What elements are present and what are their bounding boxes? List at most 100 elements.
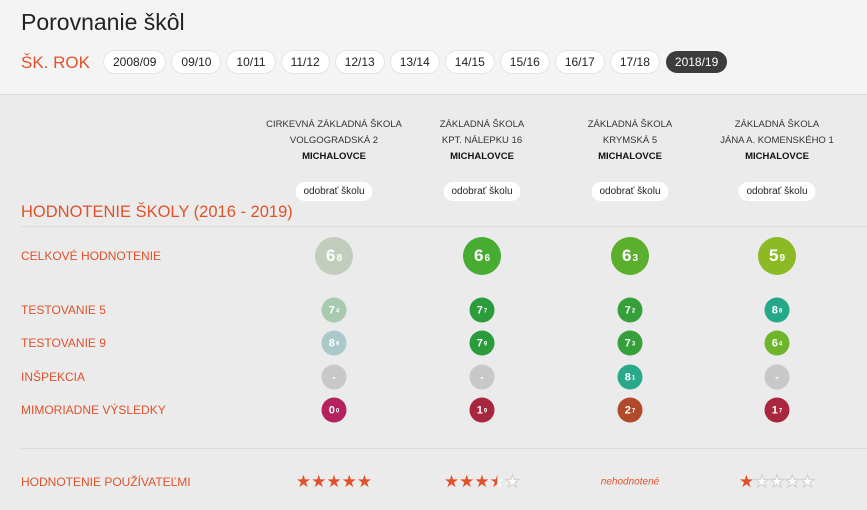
score-integer: 6 xyxy=(325,246,336,265)
score-integer: 7 xyxy=(328,304,335,316)
row-label: TESTOVANIE 9 xyxy=(21,336,106,350)
score-decimal: 8 xyxy=(778,308,783,315)
year-pill-2008-09[interactable]: 2008/09 xyxy=(104,51,166,73)
year-pill-2018-19[interactable]: 2018/19 xyxy=(665,51,728,73)
star-icon: ★ xyxy=(784,472,800,492)
score-decimal: 9 xyxy=(779,253,786,264)
year-pill-12-13[interactable]: 12/13 xyxy=(335,51,384,73)
score-integer: 6 xyxy=(771,337,778,349)
school-line2: KPT. NÁLEPKU 16 xyxy=(441,135,523,146)
remove-school-button[interactable]: odobrať školu xyxy=(738,182,816,201)
star-rating[interactable]: ★★★★★ xyxy=(738,472,816,492)
score-decimal: 7 xyxy=(631,408,636,415)
star-icon: ★ xyxy=(754,472,770,492)
star-icon: ★ xyxy=(443,472,460,491)
score-integer: 7 xyxy=(624,304,631,316)
school-line1: CIRKEVNÁ ZÁKLADNÁ ŠKOLA xyxy=(266,119,402,130)
score-decimal: 6 xyxy=(484,253,491,264)
score-integer: - xyxy=(332,371,336,383)
school-line2: KRYMSKÁ 5 xyxy=(602,135,658,146)
star-icon: ★ xyxy=(474,472,490,491)
page-title: Porovnanie škôl xyxy=(21,9,185,35)
school-town: MICHALOVCE xyxy=(302,151,366,162)
score-integer: - xyxy=(775,371,779,383)
school-header: ZÁKLADNÁ ŠKOLA KRYMSKÁ 5 MICHALOVCE xyxy=(545,117,715,165)
score-integer: 1 xyxy=(771,404,778,416)
divider xyxy=(21,226,867,227)
score-integer: 8 xyxy=(771,304,778,316)
score-integer: 6 xyxy=(473,246,484,265)
star-rating[interactable]: ★★★★★ xyxy=(296,472,372,492)
score-decimal: 3 xyxy=(631,341,636,348)
year-pill-11-12[interactable]: 11/12 xyxy=(281,51,329,73)
header-panel: Porovnanie škôl ŠK. ROK 2008/09 09/10 10/1… xyxy=(0,0,867,95)
divider xyxy=(21,448,867,449)
year-pill-15-16[interactable]: 15/16 xyxy=(500,51,549,73)
score-integer: 7 xyxy=(476,337,483,349)
score-badge: - xyxy=(764,364,790,390)
score-integer: 2 xyxy=(624,404,631,416)
row-label: TESTOVANIE 5 xyxy=(21,303,106,317)
star-icon: ★ xyxy=(799,472,816,492)
score-integer: 7 xyxy=(476,304,483,316)
remove-school-button[interactable]: odobrať školu xyxy=(591,182,669,201)
score-badge: - xyxy=(321,364,347,390)
score-decimal: 2 xyxy=(631,308,636,315)
score-decimal: 7 xyxy=(778,408,783,415)
score-decimal: 8 xyxy=(336,253,343,264)
year-pill-17-18[interactable]: 17/18 xyxy=(610,51,659,73)
school-line2: VOLGOGRADSKÁ 2 xyxy=(289,135,379,146)
year-pill-13-14[interactable]: 13/14 xyxy=(390,51,439,73)
year-pill-09-10[interactable]: 09/10 xyxy=(172,51,221,73)
school-town: MICHALOVCE xyxy=(598,151,662,162)
star-icon: ★ xyxy=(738,472,755,491)
score-decimal: 3 xyxy=(632,253,639,264)
school-header: ZÁKLADNÁ ŠKOLA JÁNA A. KOMENSKÉHO 1 MICHAL… xyxy=(692,117,862,165)
school-year-label: ŠK. ROK xyxy=(21,53,90,72)
school-line1: ZÁKLADNÁ ŠKOLA xyxy=(587,119,673,130)
user-rating-label: HODNOTENIE POUŽÍVATEĽMI xyxy=(21,475,191,489)
score-integer: 8 xyxy=(328,337,335,349)
row-label: CELKOVÉ HODNOTENIE xyxy=(21,249,162,263)
star-rating[interactable]: ★★★★★ xyxy=(443,472,521,492)
school-line1: ZÁKLADNÁ ŠKOLA xyxy=(439,119,525,130)
score-integer: 0 xyxy=(328,404,335,416)
score-decimal: 9 xyxy=(483,341,488,348)
score-decimal: 4 xyxy=(778,341,783,348)
score-decimal: 7 xyxy=(483,308,488,315)
not-rated-text: nehodnotené xyxy=(600,476,660,488)
school-line1: ZÁKLADNÁ ŠKOLA xyxy=(734,119,820,130)
school-town: MICHALOVCE xyxy=(745,151,809,162)
remove-school-button[interactable]: odobrať školu xyxy=(295,182,373,201)
star-icon: ★ xyxy=(769,472,785,492)
score-integer: 1 xyxy=(476,404,483,416)
score-integer: - xyxy=(480,371,484,383)
score-decimal: 1 xyxy=(631,375,636,382)
star-icon: ★ xyxy=(356,472,373,491)
remove-school-button[interactable]: odobrať školu xyxy=(443,182,521,201)
star-icon: ★ xyxy=(459,472,475,491)
score-integer: 8 xyxy=(624,371,631,383)
year-pill-10-11[interactable]: 10/11 xyxy=(227,51,275,73)
score-decimal: 9 xyxy=(483,408,488,415)
year-selector: 2008/09 09/10 10/11 11/12 12/13 13/14 14/15 15/… xyxy=(104,51,728,73)
score-integer: 5 xyxy=(768,246,779,265)
star-icon: ★ xyxy=(311,472,327,491)
score-integer: 6 xyxy=(621,246,632,265)
star-icon: ★ xyxy=(504,472,521,492)
year-pill-14-15[interactable]: 14/15 xyxy=(445,51,494,73)
score-decimal: 9 xyxy=(335,341,340,348)
year-pill-16-17[interactable]: 16/17 xyxy=(555,51,604,73)
